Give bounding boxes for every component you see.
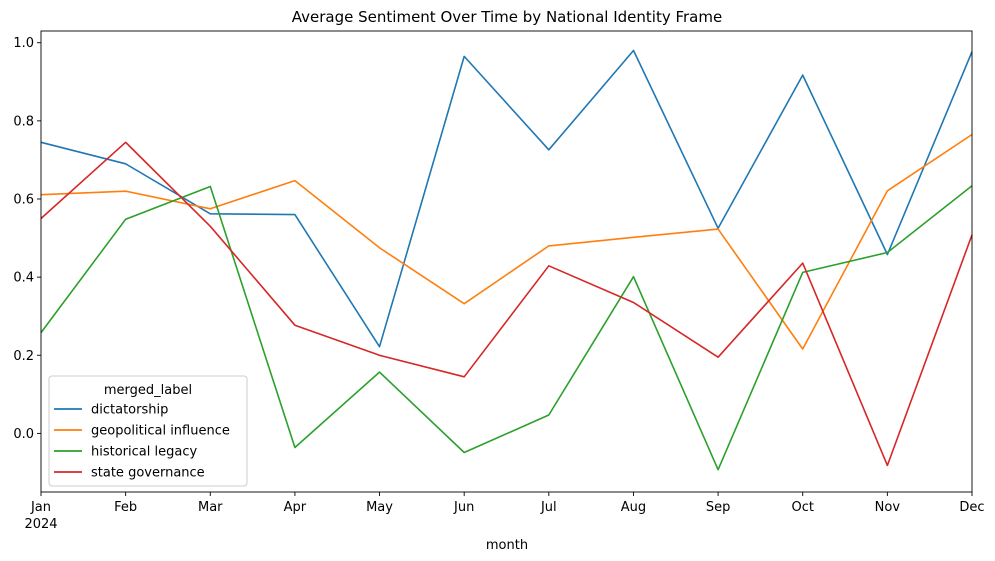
legend-entry: dictatorship [91,403,168,418]
chart-title: Average Sentiment Over Time by National … [292,8,722,26]
x-tick-label: Jul [540,500,557,515]
x-tick-label: Mar [198,500,223,515]
x-tick-label: May [366,500,393,515]
x-axis-label: month [486,538,528,553]
series-line-historical-legacy [40,185,973,471]
y-tick-label: 0.8 [13,114,34,129]
legend-entry: historical legacy [91,445,197,460]
series-line-state-governance [40,141,973,467]
legend-entry: state governance [91,466,205,481]
x-tick-label: Sep [706,500,731,515]
y-tick-label: 0.4 [13,271,34,286]
x-tick-label: Oct [791,500,813,515]
x-tick-label: Aug [621,500,646,515]
x-tick-label: Apr [284,500,307,515]
y-tick-label: 0.2 [13,349,34,364]
legend-entry: geopolitical influence [91,424,230,439]
x-tick-label: Jan [30,500,51,515]
legend-box [48,375,248,487]
plot-area: 0.0 0.2 0.4 0.6 0.8 1.0 Jan Feb Mar Apr May Jun Jul A… [13,30,985,532]
series-line-geopolitical-influence [40,133,973,350]
x-tick-label: Jun [453,500,474,515]
y-tick-label: 0.0 [13,427,34,442]
axes-frame [40,30,973,493]
x-tick-label: Dec [959,500,984,515]
legend-title: merged_label [104,383,192,398]
y-tick-label: 1.0 [13,36,34,51]
y-tick-label: 0.6 [13,192,34,207]
x-tick-label: Nov [875,500,901,515]
x-tick-label: Feb [114,500,137,515]
x-tick-year-label: 2024 [24,517,57,532]
